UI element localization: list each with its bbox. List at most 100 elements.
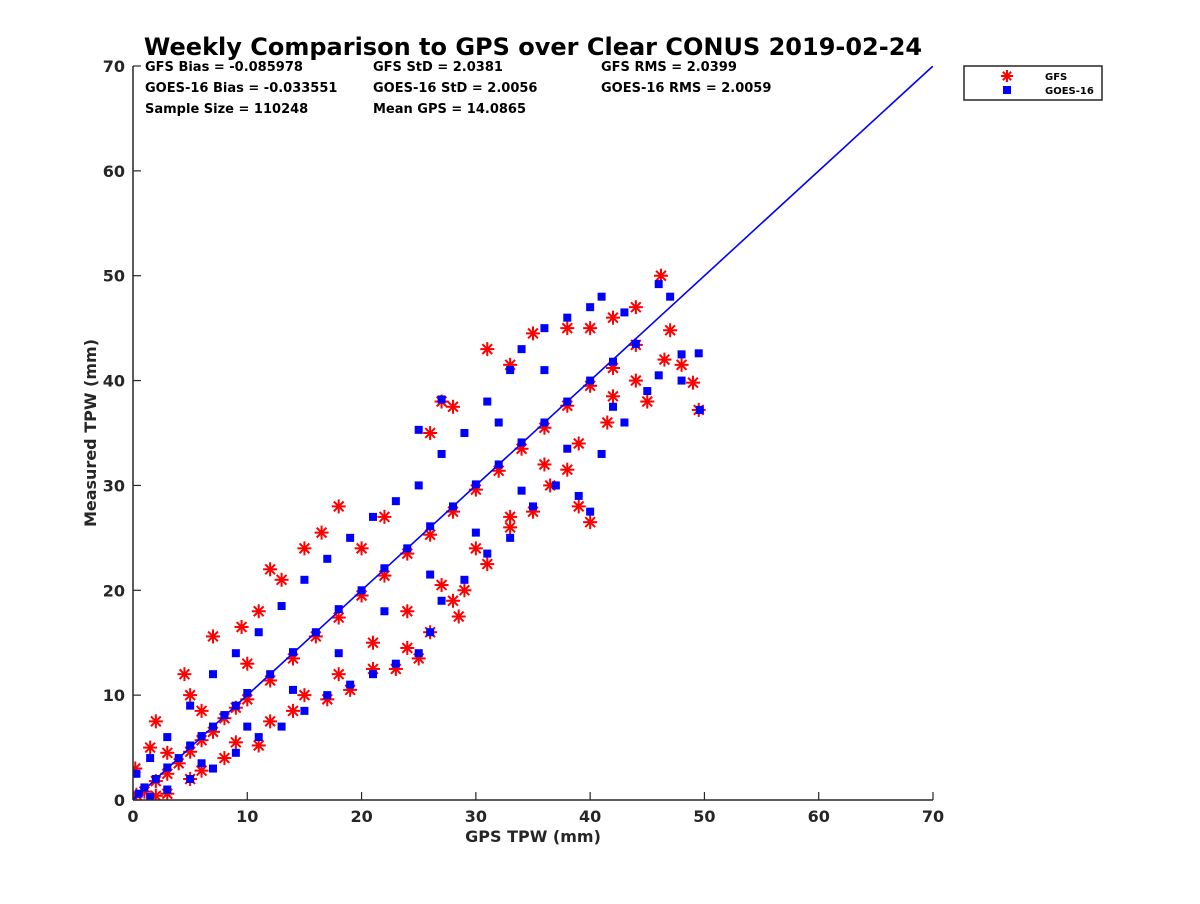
y-tick-label: 40 — [103, 372, 125, 391]
goes16-point — [609, 357, 617, 366]
goes16-point — [414, 649, 423, 658]
x-tick-label: 0 — [127, 807, 138, 826]
goes16-point — [346, 680, 355, 689]
y-tick-label: 10 — [103, 686, 125, 705]
goes16-point — [666, 292, 675, 301]
goes16-point — [494, 418, 503, 427]
gfs-point — [600, 415, 615, 430]
gfs-point — [194, 763, 209, 778]
gfs-point — [206, 629, 220, 644]
gfs-point — [583, 321, 598, 336]
goes16-point — [620, 418, 629, 427]
goes16-point — [163, 733, 172, 742]
goes16-point — [289, 685, 297, 694]
goes16-point — [517, 486, 526, 495]
goes16-point — [551, 481, 560, 490]
y-tick-label: 50 — [103, 267, 125, 286]
goes16-point — [694, 349, 703, 358]
gfs-point — [571, 499, 586, 514]
gfs-point — [663, 323, 678, 338]
gfs-point — [446, 399, 460, 414]
goes16-point — [483, 549, 492, 558]
x-axis-label: GPS TPW (mm) — [465, 827, 601, 846]
gfs-point — [366, 635, 380, 650]
gfs-point — [194, 703, 209, 718]
gfs-point — [274, 572, 289, 587]
gfs-point — [331, 499, 346, 514]
goes16-point — [140, 783, 149, 792]
goes16-point — [300, 706, 309, 715]
gfs-point — [354, 541, 369, 556]
goes16-point — [369, 670, 377, 679]
goes16-point — [163, 785, 172, 794]
goes16-point — [231, 649, 240, 658]
gfs-point — [606, 389, 620, 404]
goes16-point — [133, 769, 141, 778]
legend-box — [963, 65, 1103, 101]
stats-text: Mean GPS = 14.0865 — [373, 102, 526, 117]
goes16-point — [254, 733, 263, 742]
one-to-one-line — [133, 66, 933, 800]
gfs-point — [240, 656, 255, 671]
goes16-point — [277, 722, 286, 731]
gfs-point — [560, 321, 575, 336]
gfs-point — [400, 604, 415, 619]
gfs-point — [628, 373, 643, 388]
goes16-point — [346, 533, 355, 542]
goes16-point — [197, 759, 206, 768]
x-tick-label: 30 — [465, 807, 487, 826]
goes16-point — [517, 345, 526, 354]
goes16-point — [540, 324, 549, 333]
goes16-point — [597, 449, 606, 458]
x-tick-label: 60 — [808, 807, 830, 826]
goes16-point — [146, 754, 155, 763]
gfs-point — [571, 436, 586, 451]
goes16-point — [574, 491, 583, 500]
goes16-point — [695, 405, 704, 414]
goes16-point — [460, 575, 469, 584]
gfs-point — [537, 457, 552, 472]
goes16-point — [563, 444, 572, 453]
goes16-point — [426, 570, 435, 579]
x-tick-label: 20 — [350, 807, 372, 826]
gfs-point — [468, 541, 483, 556]
gfs-point — [400, 640, 415, 655]
goes16-point — [471, 528, 480, 537]
goes16-point — [334, 605, 343, 614]
goes16-point — [243, 722, 252, 731]
goes16-point — [529, 502, 537, 511]
goes16-point — [620, 308, 629, 317]
gfs-point — [674, 357, 689, 372]
goes16-point — [380, 607, 389, 616]
y-axis-ticks: 0 10 20 30 40 50 60 70 — [103, 57, 141, 810]
goes16-point — [483, 397, 492, 406]
legend: GFS GOES-16 — [963, 65, 1103, 101]
gfs-point — [503, 520, 518, 535]
goes16-point — [391, 659, 400, 668]
y-tick-label: 20 — [103, 581, 125, 600]
goes16-point — [209, 764, 217, 773]
gfs-point — [606, 310, 620, 325]
x-axis-ticks: 0 10 20 30 40 50 60 70 — [127, 792, 944, 826]
goes16-point — [437, 395, 446, 404]
gfs-point — [251, 604, 266, 619]
goes16-point — [254, 628, 263, 637]
goes16-point — [506, 533, 515, 542]
x-tick-label: 50 — [693, 807, 715, 826]
y-tick-label: 30 — [103, 476, 125, 495]
gfs-point — [263, 714, 278, 729]
gfs-point — [457, 583, 472, 598]
goes16-point — [300, 575, 309, 584]
legend-gfs-marker — [1001, 70, 1013, 82]
gfs-point — [560, 462, 575, 477]
y-axis-label: Measured TPW (mm) — [81, 339, 100, 527]
goes16-point — [654, 371, 663, 380]
gfs-point — [177, 667, 192, 682]
goes16-point — [460, 429, 469, 437]
stats-text: GOES-16 Bias = -0.033551 — [145, 81, 337, 96]
y-tick-label: 0 — [114, 791, 125, 810]
goes16-point — [563, 313, 572, 322]
legend-label: GOES-16 — [1045, 86, 1094, 97]
goes16-point — [243, 689, 252, 698]
